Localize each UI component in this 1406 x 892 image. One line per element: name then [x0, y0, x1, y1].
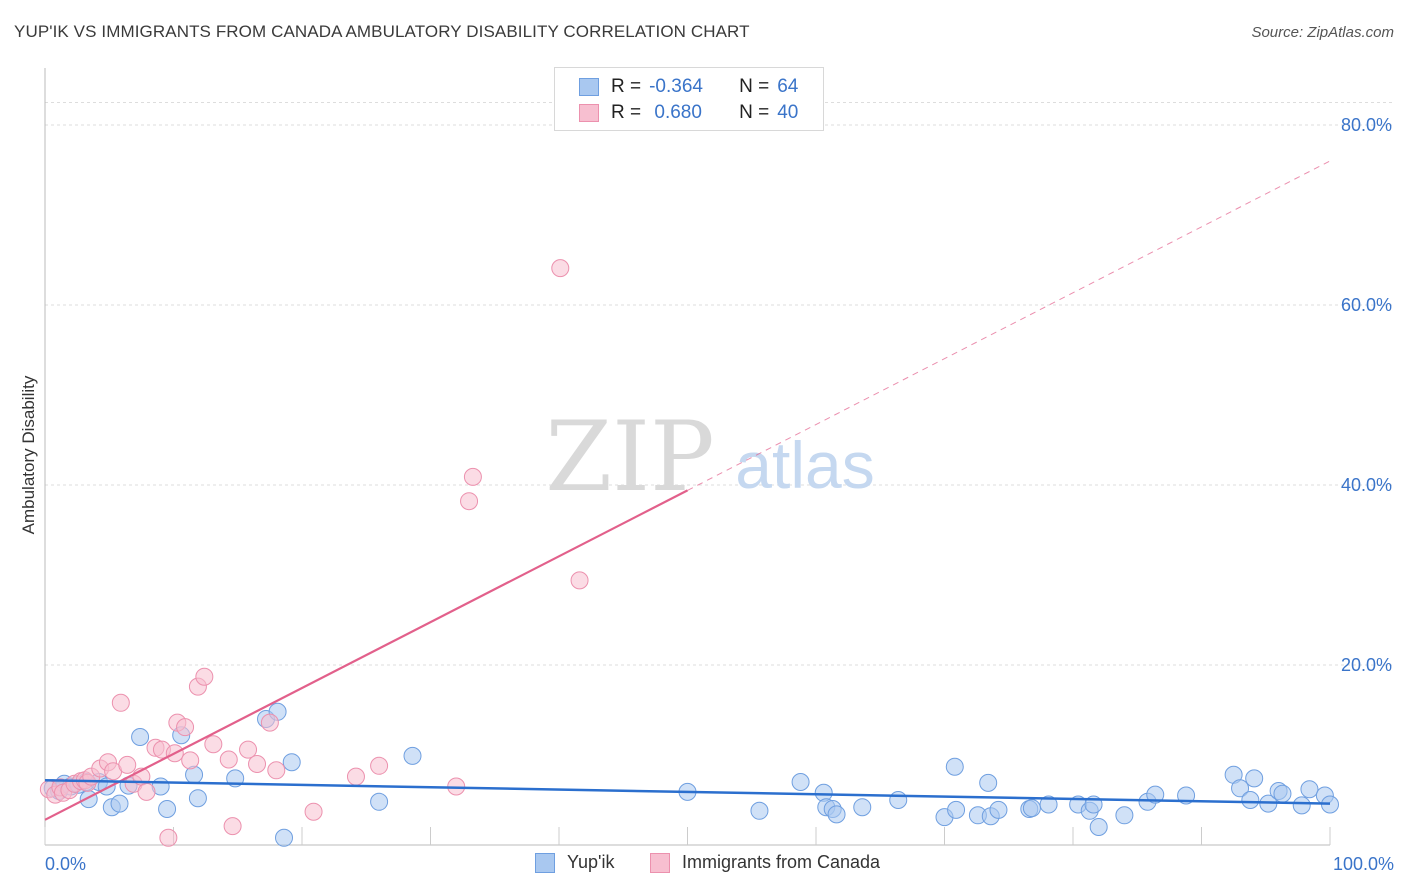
x-tick-label: 0.0%	[45, 854, 86, 874]
legend-row-yupik: R = -0.364 N = 64	[579, 75, 798, 99]
legend-item-yupik[interactable]: Yup'ik	[535, 852, 614, 873]
data-point-immigrants	[118, 755, 137, 774]
data-point-yupik	[989, 800, 1008, 819]
data-point-immigrants	[219, 750, 238, 769]
tick-labels: 20.0% 40.0% 60.0% 80.0% 0.0% 100.0%	[45, 115, 1394, 874]
data-point-yupik	[1022, 799, 1041, 818]
data-point-yupik	[1089, 818, 1108, 836]
data-point-yupik	[1300, 780, 1319, 799]
data-point-yupik	[110, 794, 129, 813]
legend-swatch-yupik	[579, 78, 599, 96]
correlation-legend: R = -0.364 N = 64 R = 0.680 N = 40	[554, 67, 824, 131]
y-tick-label: 60.0%	[1341, 295, 1392, 315]
legend-r-label: R =	[611, 102, 642, 123]
source-credit: Source: ZipAtlas.com	[1251, 24, 1394, 41]
series-legend: Yup'ik Immigrants from Canada	[0, 852, 1406, 878]
data-point-immigrants	[181, 751, 200, 770]
watermark-atlas: atlas	[735, 428, 874, 502]
data-point-immigrants	[260, 713, 279, 732]
data-point-immigrants	[267, 761, 286, 780]
legend-label-yupik: Yup'ik	[567, 852, 615, 872]
legend-item-immigrants[interactable]: Immigrants from Canada	[650, 852, 880, 873]
data-point-yupik	[1245, 769, 1264, 788]
data-point-immigrants	[223, 817, 242, 836]
legend-n-label: N =	[739, 76, 770, 97]
data-point-immigrants	[239, 740, 258, 759]
legend-n-label: N =	[739, 102, 770, 123]
data-point-immigrants	[570, 571, 589, 590]
x-tick-label: 100.0%	[1333, 854, 1394, 874]
legend-r-label: R =	[611, 76, 642, 97]
data-point-immigrants	[248, 755, 267, 773]
trend-line-yupik	[44, 778, 1331, 805]
legend-r-value: 0.680	[649, 102, 702, 123]
legend-swatch-immigrants	[650, 852, 670, 873]
y-tick-label: 80.0%	[1341, 115, 1392, 135]
trend-line-immigrants	[44, 489, 689, 821]
data-point-immigrants	[176, 718, 195, 737]
legend-label-immigrants: Immigrants from Canada	[682, 852, 881, 872]
data-point-yupik	[1292, 796, 1311, 815]
data-point-immigrants	[346, 767, 365, 786]
data-point-immigrants	[460, 492, 479, 511]
axes	[44, 68, 1331, 846]
data-point-yupik	[275, 828, 294, 847]
data-point-yupik	[750, 801, 769, 820]
watermark: ZIP atlas	[545, 401, 874, 513]
legend-r-value: -0.364	[649, 76, 703, 97]
data-point-yupik	[370, 792, 389, 811]
data-point-yupik	[889, 791, 908, 809]
y-tick-label: 20.0%	[1341, 655, 1392, 675]
data-point-immigrants	[137, 782, 156, 801]
data-point-yupik	[1241, 791, 1260, 809]
legend-row-immigrants: R = 0.680 N = 40	[579, 101, 798, 125]
data-point-yupik	[131, 728, 150, 746]
data-point-immigrants	[304, 802, 323, 821]
legend-n-value: 40	[777, 102, 799, 123]
watermark-zip: ZIP	[545, 401, 714, 513]
data-point-yupik	[403, 746, 422, 765]
data-point-yupik	[158, 800, 177, 818]
data-point-yupik	[945, 757, 964, 776]
y-tick-label: 40.0%	[1341, 475, 1392, 495]
legend-swatch-immigrants	[579, 104, 599, 122]
data-point-yupik	[853, 798, 872, 817]
data-point-yupik	[1039, 795, 1058, 814]
series-immigrants-points	[39, 259, 589, 847]
legend-n-value: 64	[777, 76, 799, 97]
data-point-immigrants	[463, 467, 482, 486]
data-point-yupik	[1146, 785, 1165, 804]
data-point-immigrants	[551, 259, 570, 278]
data-point-immigrants	[204, 735, 223, 754]
data-point-immigrants	[370, 756, 389, 775]
data-point-yupik	[1231, 779, 1250, 798]
data-point-yupik	[791, 773, 810, 791]
legend-swatch-yupik	[535, 852, 555, 873]
data-point-yupik	[1115, 806, 1134, 825]
gridlines	[45, 102, 1392, 666]
chart-title: YUP'IK VS IMMIGRANTS FROM CANADA AMBULAT…	[14, 22, 750, 41]
data-point-immigrants	[195, 667, 214, 686]
data-point-yupik	[282, 753, 301, 772]
data-point-immigrants	[159, 828, 178, 847]
data-point-yupik	[1273, 784, 1292, 803]
trend-lines	[44, 160, 1331, 821]
data-point-yupik	[947, 800, 966, 819]
data-point-yupik	[827, 805, 846, 824]
data-point-immigrants	[111, 693, 130, 712]
data-point-yupik	[188, 789, 207, 808]
data-point-yupik	[979, 773, 998, 792]
